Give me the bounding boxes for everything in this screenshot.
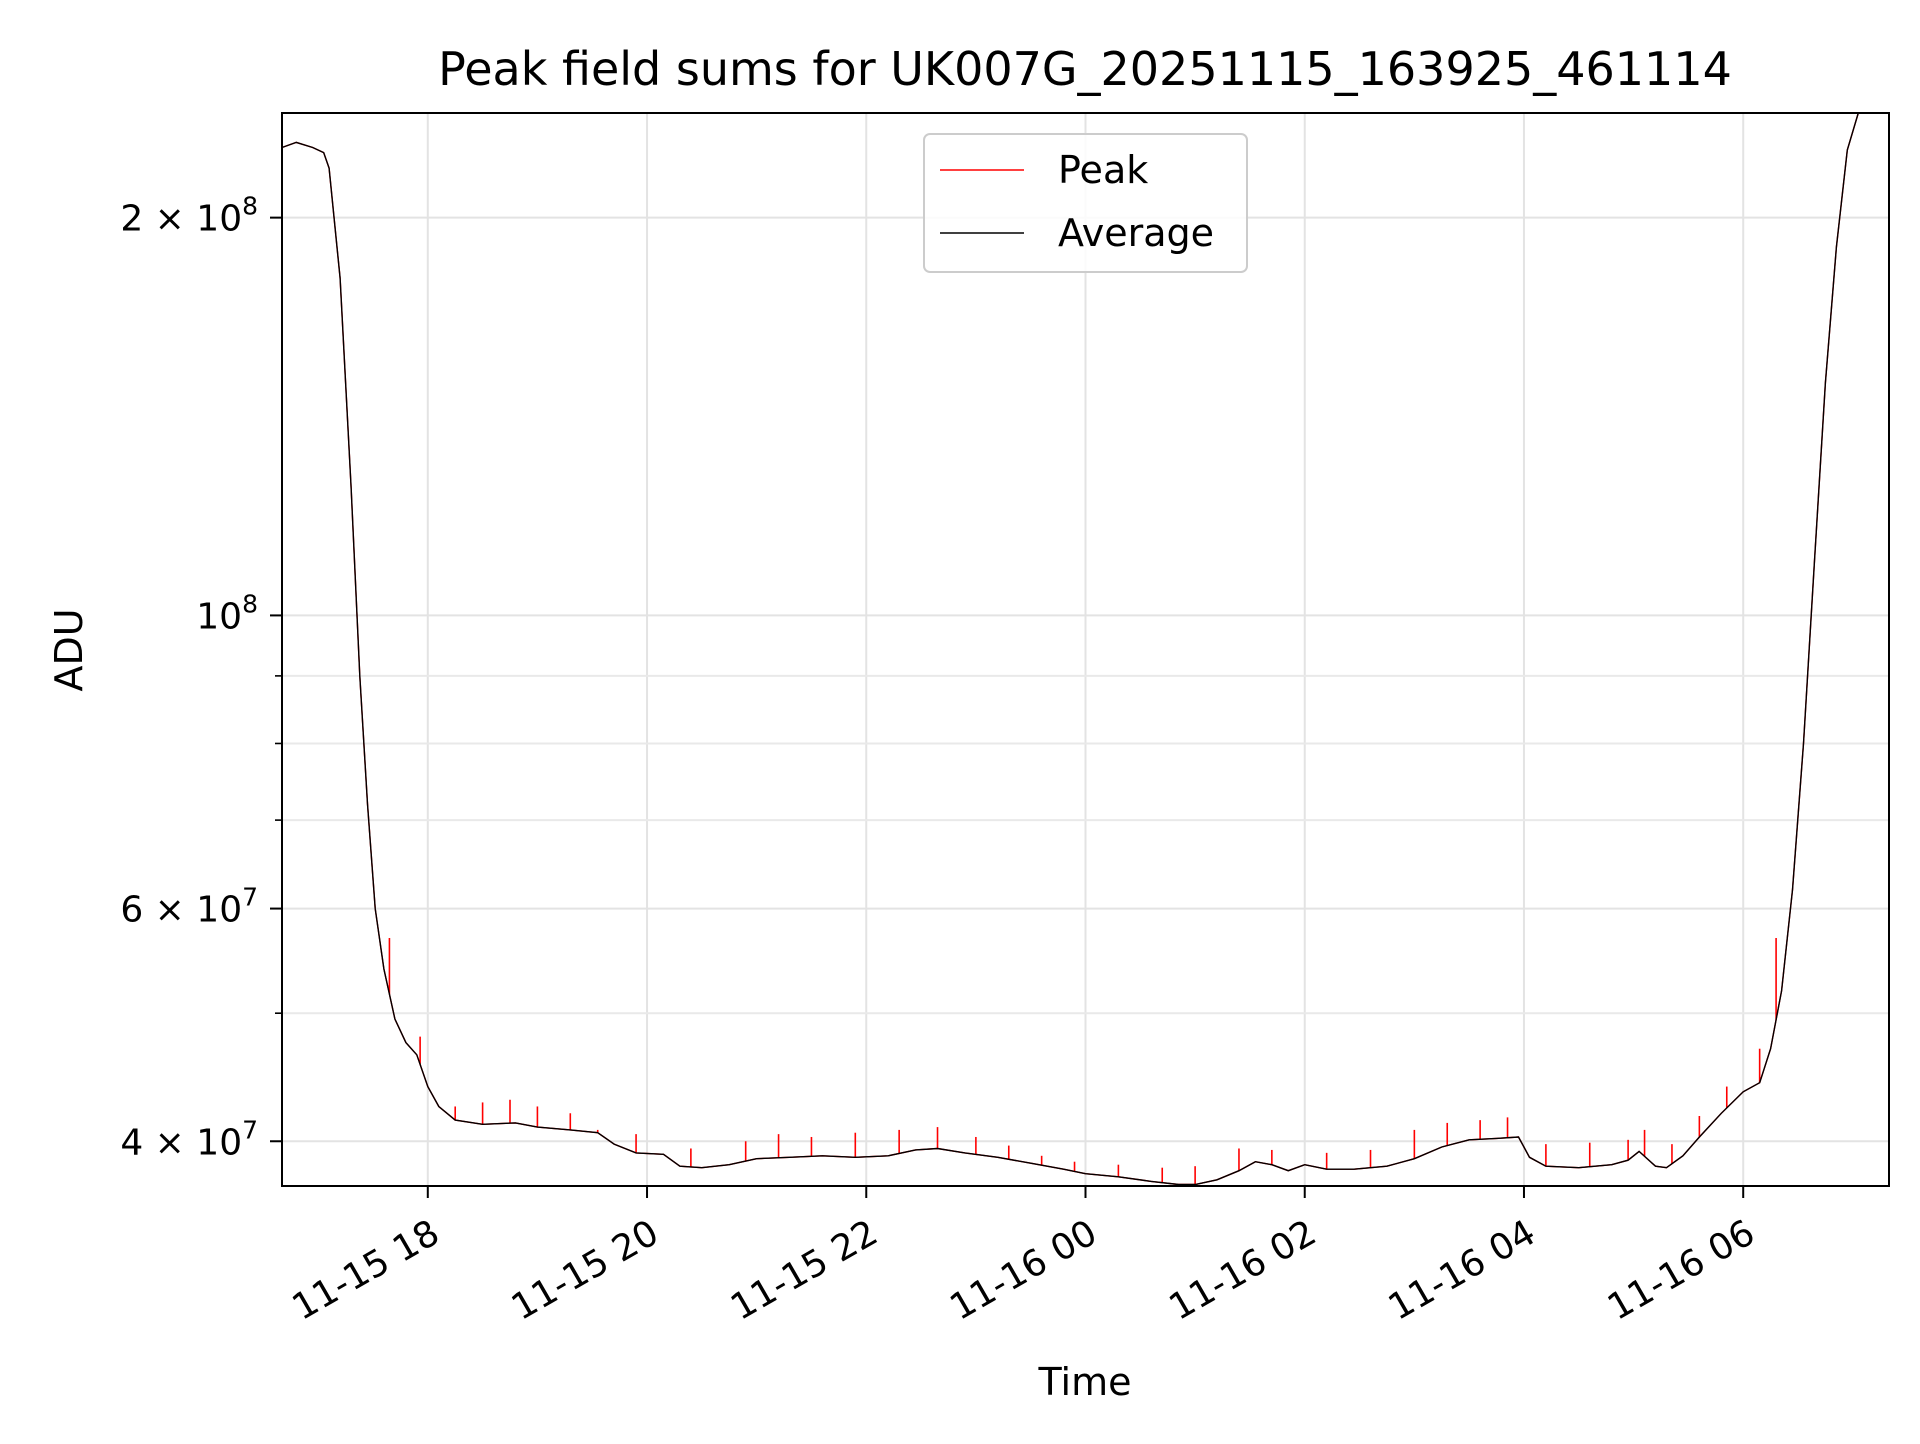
legend-average-label: Average [1058, 211, 1214, 255]
legend-box [923, 133, 1248, 273]
peak-spikes [388, 938, 1777, 1185]
y-tick-label-base: 2 × 10 [120, 199, 242, 240]
y-tick-label: 4 × 107 [120, 1115, 258, 1163]
chart-title: Peak field sums for UK007G_20251115_1639… [438, 42, 1732, 96]
y-tick-label-exponent: 8 [242, 192, 258, 221]
y-tick-label-base: 6 × 10 [120, 890, 242, 931]
y-tick-label: 6 × 107 [120, 883, 258, 931]
y-tick-label-exponent: 7 [242, 1115, 258, 1144]
plot-area [281, 112, 1859, 1186]
series-average-line [281, 112, 1859, 1186]
plot-frame [281, 112, 1890, 1187]
y-tick-label: 2 × 108 [120, 192, 258, 240]
y-tick-label-base: 4 × 10 [120, 1122, 242, 1163]
y-axis-label: ADU [47, 608, 91, 691]
legend-peak-label: Peak [1058, 148, 1148, 192]
y-tick-label-exponent: 7 [242, 883, 258, 912]
y-tick-label-base: 10 [196, 596, 242, 637]
legend: Peak Average [923, 133, 1248, 273]
x-axis-label: Time [1038, 1360, 1132, 1404]
y-tick-label: 108 [196, 589, 258, 637]
y-tick-label-exponent: 8 [242, 589, 258, 618]
